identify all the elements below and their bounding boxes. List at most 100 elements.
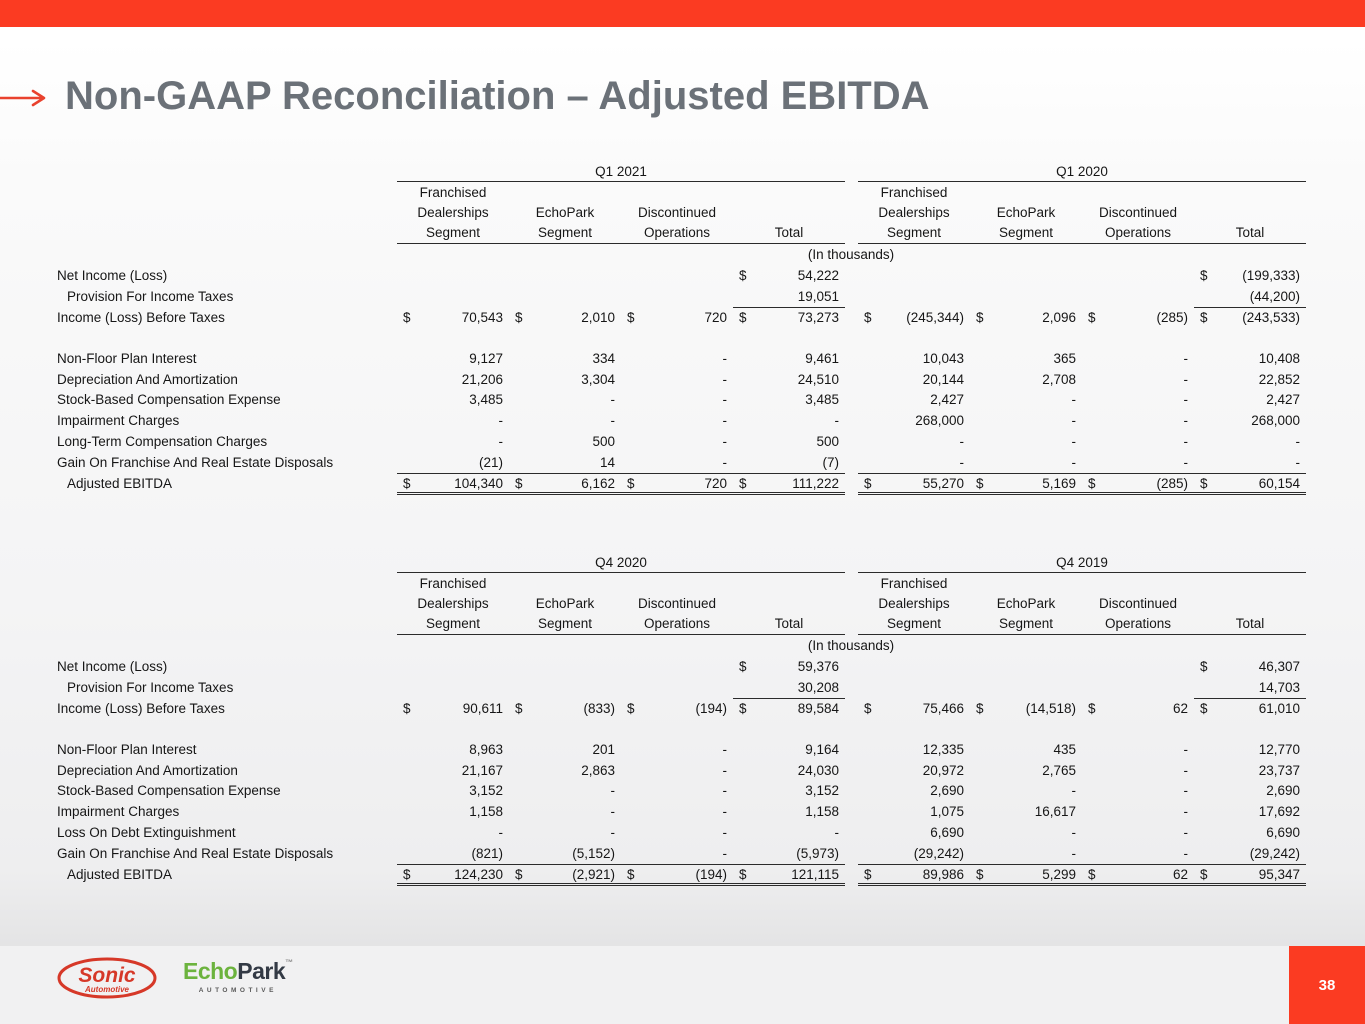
dollar-sign: $ xyxy=(970,474,986,495)
dollar-sign xyxy=(621,349,637,370)
dollar-sign xyxy=(858,287,874,308)
cell-value: - xyxy=(1295,434,1301,450)
column-header-line xyxy=(733,203,845,223)
cell-value: - xyxy=(722,350,728,366)
cell-value: - xyxy=(498,825,504,841)
echopark-logo-green: Echo xyxy=(183,958,238,984)
data-row: 6,690 - - 6,690 xyxy=(858,823,1306,844)
dollar-sign xyxy=(858,432,874,453)
data-row: ---- xyxy=(397,823,845,844)
column-header-line: EchoPark xyxy=(535,205,595,220)
cell-value: 268,000 xyxy=(915,413,964,429)
column-header-line xyxy=(621,574,733,594)
dollar-sign xyxy=(397,781,413,802)
row-label: Gain On Franchise And Real Estate Dispos… xyxy=(57,455,334,471)
dollar-sign xyxy=(509,761,525,782)
cell-value: 20,144 xyxy=(922,371,964,387)
column-header-line: Segment xyxy=(537,616,593,631)
reconciliation-table-q1: Net Income (Loss) Provision For Income Ta… xyxy=(57,164,1306,495)
cell-value: - xyxy=(610,392,616,408)
dollar-sign xyxy=(397,761,413,782)
dollar-sign xyxy=(397,432,413,453)
column-header-line: Franchised xyxy=(419,185,487,200)
dollar-sign: $ xyxy=(976,700,984,716)
dollar-sign xyxy=(1194,411,1210,432)
dollar-sign: $ xyxy=(739,659,747,674)
column-header-line: Segment xyxy=(998,225,1054,240)
dollar-sign xyxy=(970,453,986,475)
dollar-sign: $ xyxy=(627,700,635,716)
cell-value: - xyxy=(722,371,728,387)
cell-value: (821) xyxy=(413,844,509,866)
cell-value: 30,208 xyxy=(749,678,845,699)
dollar-sign xyxy=(970,432,986,453)
dollar-sign xyxy=(970,781,986,802)
dollar-sign xyxy=(733,390,749,411)
cell-value xyxy=(637,329,733,349)
row-label: Provision For Income Taxes xyxy=(67,288,234,304)
cell-value: 6,162 xyxy=(525,474,621,495)
dollar-sign xyxy=(621,329,637,349)
cell-value xyxy=(1098,657,1194,678)
column-header-line: Franchised xyxy=(419,576,487,591)
top-accent-bar xyxy=(0,0,1365,27)
column-header-line xyxy=(733,594,845,614)
period-block-left: Q1 2021 Franchised Dealerships Segment EchoP… xyxy=(397,164,845,495)
dollar-sign xyxy=(733,844,749,866)
cell-value: - xyxy=(722,804,728,820)
cell-value: - xyxy=(610,804,616,820)
column-header: Discontinued Operations xyxy=(621,182,733,243)
cell-value: - xyxy=(498,413,504,429)
cell-value: 3,485 xyxy=(469,392,503,408)
dollar-sign xyxy=(1082,453,1098,475)
dollar-sign xyxy=(858,657,874,678)
column-header: EchoPark Segment xyxy=(509,573,621,634)
column-header: Franchised Dealerships Segment xyxy=(397,182,509,243)
dollar-sign xyxy=(1082,411,1098,432)
echopark-logo-subtext: AUTOMOTIVE xyxy=(198,987,277,994)
dollar-sign xyxy=(1082,349,1098,370)
dollar-sign xyxy=(970,802,986,823)
units-note: (In thousands) xyxy=(807,638,895,653)
cell-value xyxy=(1098,678,1194,699)
cell-value: 21,167 xyxy=(461,762,503,778)
cell-value: 20,972 xyxy=(922,762,964,778)
cell-value: - xyxy=(1183,762,1189,778)
dollar-sign xyxy=(397,720,413,740)
dollar-sign xyxy=(733,720,749,740)
cell-value xyxy=(874,266,970,287)
cell-value xyxy=(986,329,1082,349)
column-header-line: Dealerships xyxy=(417,596,489,611)
dollar-sign: $ xyxy=(858,474,874,495)
dollar-sign xyxy=(397,287,413,308)
data-row: ---- xyxy=(858,453,1306,475)
cell-value: 9,461 xyxy=(805,350,839,366)
dollar-sign xyxy=(1082,740,1098,761)
cell-value: 2,427 xyxy=(1266,392,1300,408)
dollar-sign xyxy=(509,802,525,823)
cell-value xyxy=(637,678,733,699)
cell-value xyxy=(525,266,621,287)
dollar-sign xyxy=(1082,370,1098,391)
column-header: Total xyxy=(733,182,845,243)
dollar-sign xyxy=(858,678,874,699)
row-label xyxy=(57,329,397,349)
cell-value: - xyxy=(834,413,840,429)
cell-value: 435 xyxy=(1053,741,1076,757)
row-label: Provision For Income Taxes xyxy=(67,679,234,695)
dollar-sign xyxy=(858,802,874,823)
dollar-sign xyxy=(621,411,637,432)
data-row xyxy=(397,329,845,349)
dollar-sign xyxy=(858,411,874,432)
cell-value: 12,335 xyxy=(922,741,964,757)
cell-value: - xyxy=(1071,434,1077,450)
dollar-sign xyxy=(509,287,525,308)
dollar-sign xyxy=(621,432,637,453)
cell-value: 6,690 xyxy=(930,825,964,841)
column-header-line: Discontinued xyxy=(637,596,717,611)
cell-value: 23,737 xyxy=(1258,762,1300,778)
dollar-sign xyxy=(733,349,749,370)
dollar-sign xyxy=(397,678,413,699)
dollar-sign xyxy=(621,720,637,740)
dollar-sign xyxy=(733,411,749,432)
